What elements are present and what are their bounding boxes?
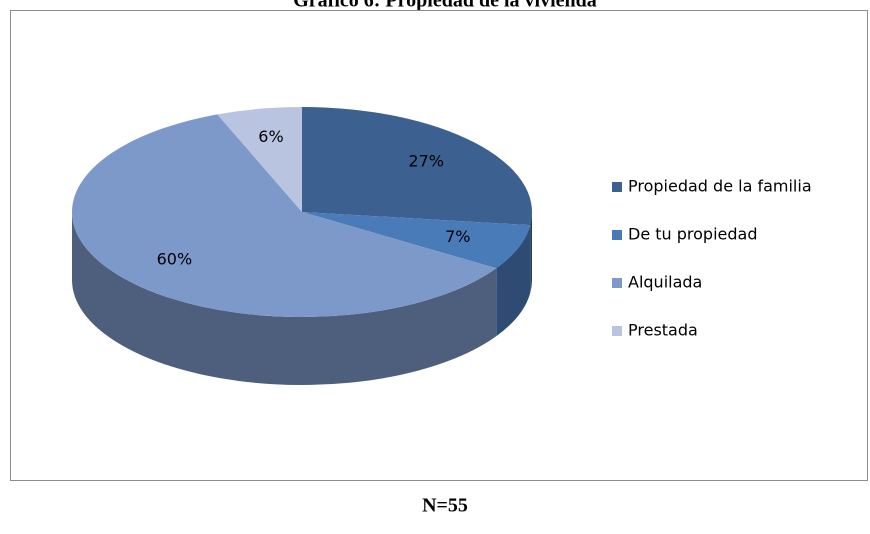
data-label: 60%: [157, 250, 193, 269]
data-label: 7%: [445, 227, 470, 246]
pie-side: [71, 212, 497, 386]
pie-slice: [217, 107, 302, 212]
pie-slice: [302, 212, 531, 269]
legend-label: Prestada: [628, 321, 698, 340]
legend-label: Alquilada: [628, 273, 702, 292]
legend-label: De tu propiedad: [628, 225, 757, 244]
data-label: 6%: [258, 127, 283, 146]
pie-side: [496, 225, 531, 337]
data-label: 27%: [408, 152, 444, 171]
footer: N=55: [422, 495, 468, 517]
legend-label: Propiedad de la familia: [628, 177, 812, 196]
legend-swatch: [612, 182, 622, 192]
chart-title: Gráfico 6: Propiedad de la vivienda: [293, 0, 597, 12]
legend-swatch: [612, 326, 622, 336]
legend-swatch: [612, 278, 622, 288]
pie-side: [530, 212, 532, 294]
legend-swatch: [612, 230, 622, 240]
pie-slice: [302, 107, 532, 226]
pie-slice: [71, 114, 497, 318]
